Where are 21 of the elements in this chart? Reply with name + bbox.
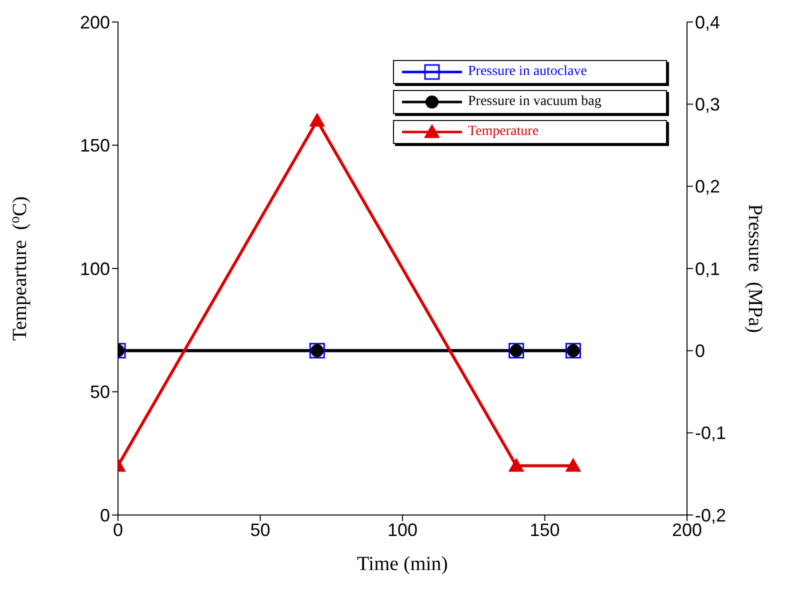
x-tick-label: 50 xyxy=(250,520,270,540)
x-axis-title: Time (min) xyxy=(357,553,448,575)
y-tick-label: 0 xyxy=(100,505,110,526)
x-tick-label: 150 xyxy=(530,520,560,540)
y2-tick-label: 0 xyxy=(695,341,706,362)
x-tick-label: 200 xyxy=(672,520,702,540)
y-tick-label: 150 xyxy=(80,136,110,156)
y-tick-label: 50 xyxy=(90,382,110,402)
y2-tick-label: -0,1 xyxy=(695,423,726,444)
legend-label: Temperature xyxy=(468,124,539,140)
x-tick-label: 0 xyxy=(112,520,124,540)
legend-label: Pressure in vacuum bag xyxy=(468,94,602,110)
y2-tick-label: 0,4 xyxy=(695,12,720,32)
y2-tick-label: 0,1 xyxy=(695,258,720,279)
y2-axis-title: Pressure (MPa) xyxy=(744,204,766,333)
x-tick-label: 100 xyxy=(387,520,418,540)
y2-tick-label: 0,2 xyxy=(695,176,720,197)
y2-tick-label: 0,3 xyxy=(695,94,720,115)
legend-label: Pressure in autoclave xyxy=(468,64,587,80)
y-tick-label: 200 xyxy=(80,12,110,32)
y-tick-label: 100 xyxy=(80,258,110,279)
